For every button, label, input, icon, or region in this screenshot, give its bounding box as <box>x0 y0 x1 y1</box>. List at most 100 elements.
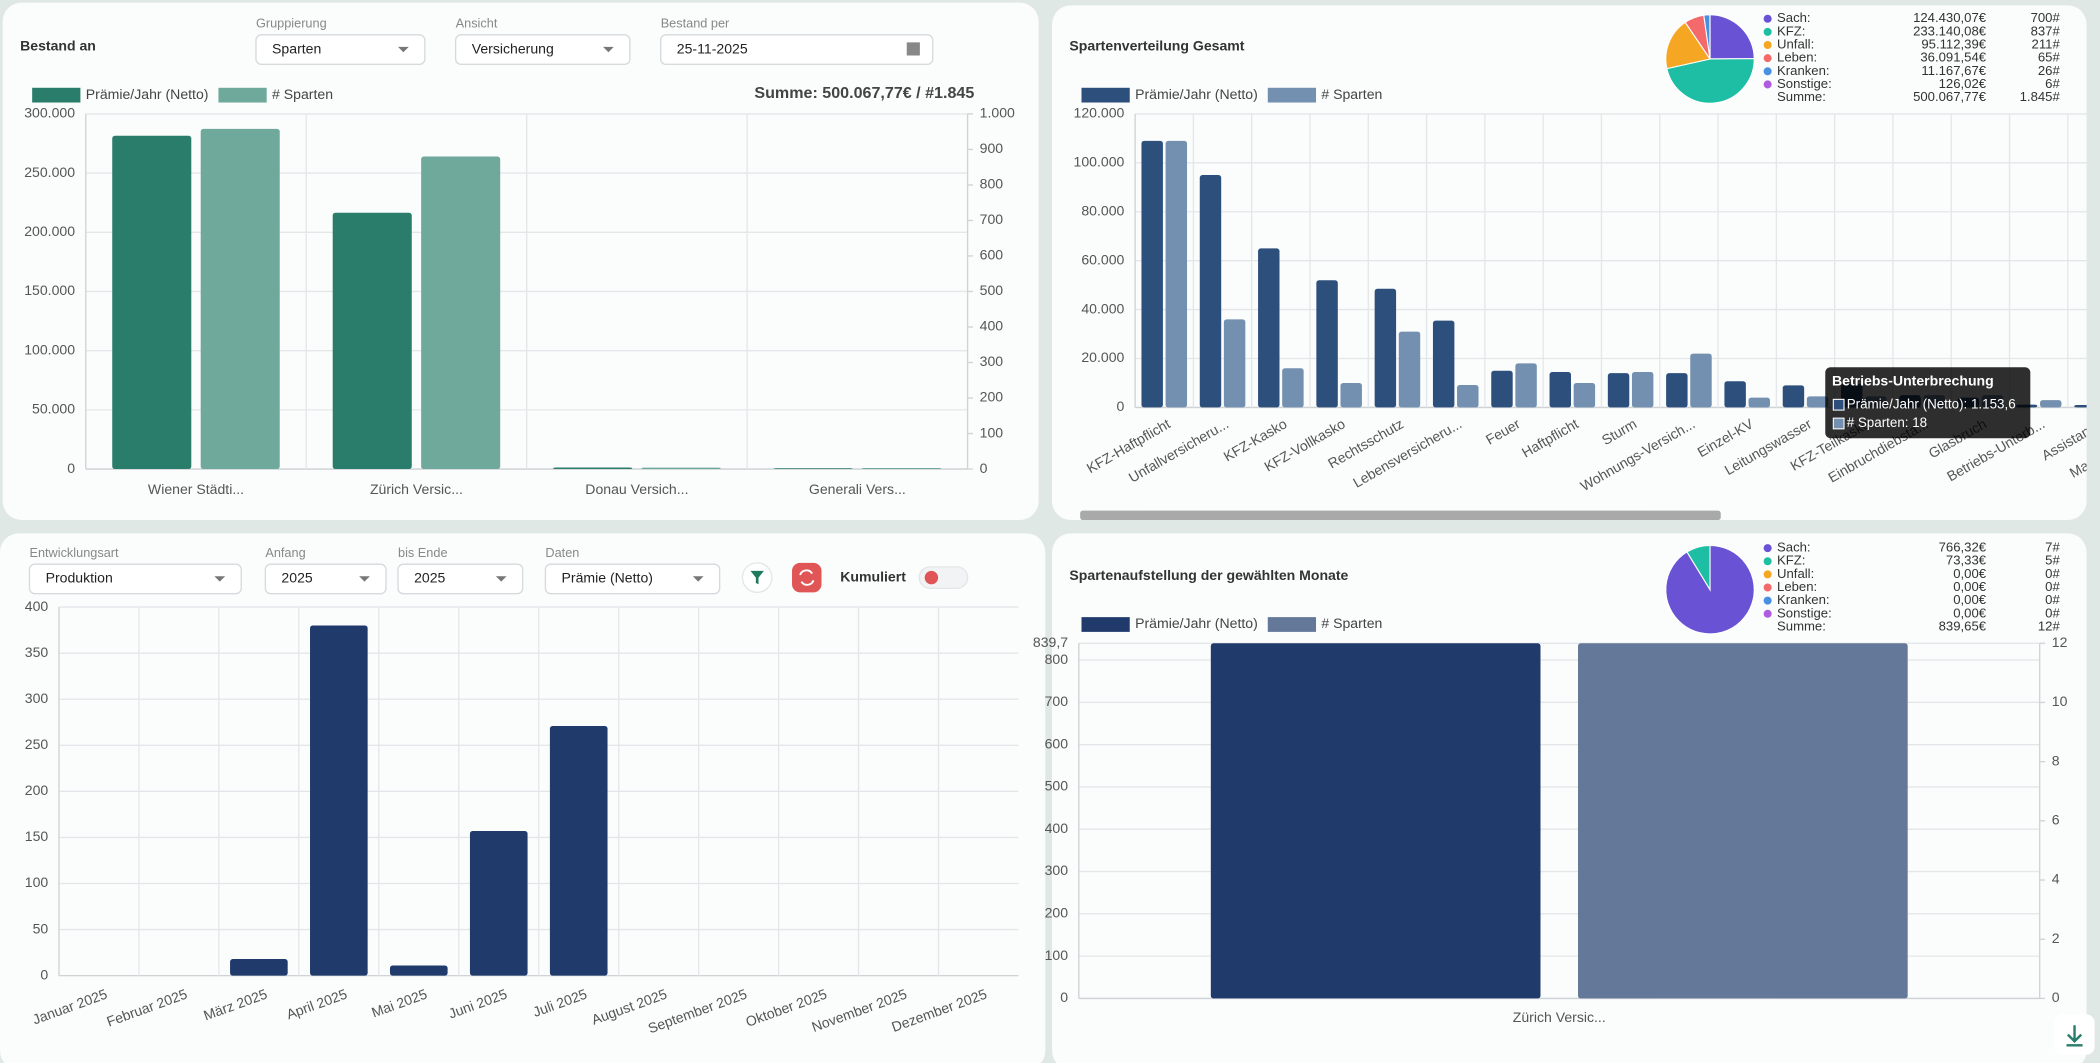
legend-value: 233.140,08€ <box>1913 23 1987 38</box>
y-tick-label: 600 <box>1045 735 1069 751</box>
bar <box>1607 373 1630 408</box>
legend-count: 211# <box>2032 36 2061 51</box>
legend-dot <box>1763 583 1772 592</box>
dropdown-arrow <box>398 46 409 53</box>
legend-count: 0# <box>2045 605 2060 620</box>
bar <box>1573 382 1596 408</box>
y2-tick-label: 100 <box>980 424 1004 440</box>
bar <box>112 135 192 470</box>
y-tick-label: 150.000 <box>24 282 75 298</box>
legend-value: 36.091,54€ <box>1920 50 1986 65</box>
legend-label: Prämie/Jahr (Netto) <box>86 86 209 102</box>
pie-slice <box>1709 14 1755 60</box>
y-tick-label: 300 <box>1045 862 1069 878</box>
bar <box>2074 404 2087 408</box>
legend-swatch <box>1081 87 1130 103</box>
legend-dot <box>1763 80 1772 89</box>
dropdown[interactable] <box>255 34 426 65</box>
y-tick-label: 20.000 <box>1081 349 1124 365</box>
legend-value: 0,00€ <box>1953 605 1987 620</box>
y-tick-label: 0 <box>40 966 48 982</box>
y-tick-label: 300 <box>25 690 49 706</box>
y-tick-label: 100.000 <box>1074 154 1125 170</box>
tooltip-line: # Sparten: 18 <box>1847 415 1927 430</box>
control-label: Daten <box>545 545 579 560</box>
bar <box>1316 280 1338 408</box>
bar <box>1141 140 1163 408</box>
y-tick-label: 500 <box>1045 778 1069 794</box>
y-tick-label: 60.000 <box>1081 251 1124 267</box>
control-label: Entwicklungsart <box>29 545 119 560</box>
dropdown[interactable] <box>454 34 631 65</box>
y-tick-label: 50 <box>33 920 49 936</box>
y2-tick-label: 300 <box>980 353 1004 369</box>
scrollbar[interactable] <box>1080 510 1721 520</box>
y-tick-label: 200 <box>1045 905 1069 921</box>
legend-value: 11.167,67€ <box>1921 63 1986 78</box>
y-tick-label: 100 <box>1045 947 1069 963</box>
x-tick-label: Zürich Versic... <box>370 481 463 497</box>
download-button[interactable] <box>2054 1014 2095 1055</box>
legend-name: Leben: <box>1777 50 1817 65</box>
pie-slice <box>1686 544 1711 592</box>
dropdown[interactable] <box>397 563 524 595</box>
y-tick-label: 839,7 <box>1033 634 1068 650</box>
bar <box>549 725 608 976</box>
legend-name: Kranken: <box>1777 592 1830 607</box>
dropdown[interactable] <box>544 563 721 595</box>
dropdown-value: 2025 <box>281 570 312 586</box>
total-count: 12# <box>2038 618 2061 633</box>
bar <box>1432 320 1455 408</box>
y-tick-label: 700 <box>1045 693 1069 709</box>
bar <box>1491 370 1513 408</box>
dropdown[interactable] <box>660 34 934 65</box>
tooltip-swatch <box>1832 417 1845 430</box>
y-tick-label: 250 <box>25 736 49 752</box>
legend-dot <box>1763 557 1772 566</box>
y2-tick-label: 1.000 <box>980 105 1015 121</box>
tooltip-swatch <box>1832 398 1845 411</box>
legend-swatch <box>218 87 267 103</box>
refresh-button[interactable] <box>792 562 822 593</box>
y2-tick-label: 4 <box>2052 871 2060 887</box>
y-tick-label: 80.000 <box>1081 202 1124 218</box>
panel <box>1052 533 2087 1063</box>
x-tick-label: Zürich Versic... <box>1513 1009 1606 1025</box>
bar <box>1199 175 1222 408</box>
y-tick-label: 120.000 <box>1074 105 1125 121</box>
bar <box>1666 373 1688 408</box>
y2-tick-label: 2 <box>2052 930 2060 946</box>
legend-value: 73,33€ <box>1946 553 1987 568</box>
legend-count: 0# <box>2045 566 2060 581</box>
legend-swatch <box>1081 617 1130 632</box>
bar <box>1258 248 1280 408</box>
bar <box>200 128 280 470</box>
y-tick-label: 0 <box>1060 989 1068 1005</box>
legend-dot <box>1763 570 1772 579</box>
y2-tick-label: 6 <box>2052 812 2060 828</box>
legend-dot <box>1763 544 1772 553</box>
y2-tick-label: 400 <box>980 318 1004 334</box>
bar <box>1165 140 1188 408</box>
legend-name: Sach: <box>1777 10 1811 25</box>
legend-swatch <box>32 87 81 103</box>
y-tick-label: 40.000 <box>1081 300 1124 316</box>
y-tick-label: 300.000 <box>24 105 75 121</box>
control-label: Ansicht <box>456 15 498 30</box>
legend-value: 95.112,39€ <box>1921 36 1986 51</box>
dropdown[interactable] <box>28 563 242 595</box>
legend-label: # Sparten <box>1321 615 1382 631</box>
y-tick-label: 200.000 <box>24 223 75 239</box>
calendar-icon <box>906 42 920 56</box>
toggle-knob <box>924 570 939 585</box>
legend-dot <box>1763 596 1772 605</box>
dropdown-value: Sparten <box>272 40 321 56</box>
dropdown[interactable] <box>264 563 387 595</box>
legend-count: 837# <box>2031 23 2061 38</box>
pie-slice <box>1665 21 1711 70</box>
bar <box>1398 331 1421 408</box>
tooltip-line: Prämie/Jahr (Netto): 1.153,6 <box>1847 396 2016 411</box>
bar <box>1806 396 1829 408</box>
y2-tick-label: 8 <box>2052 752 2060 768</box>
bar <box>1457 384 1479 408</box>
